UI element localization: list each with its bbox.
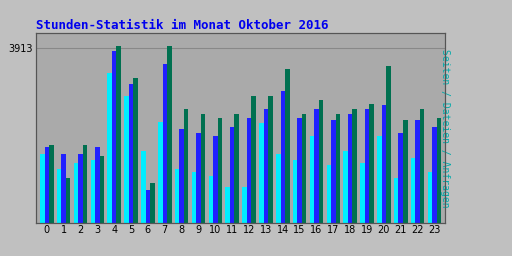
Bar xyxy=(259,123,264,223)
Bar xyxy=(225,187,230,223)
Bar xyxy=(251,97,256,223)
Bar xyxy=(381,105,386,223)
Bar xyxy=(112,51,117,223)
Bar xyxy=(213,136,218,223)
Bar xyxy=(336,114,340,223)
Bar xyxy=(369,104,374,223)
Bar xyxy=(150,183,155,223)
Bar xyxy=(297,118,302,223)
Bar xyxy=(230,127,234,223)
Bar xyxy=(141,151,145,223)
Bar xyxy=(377,136,381,223)
Bar xyxy=(365,109,369,223)
Bar xyxy=(78,154,83,223)
Bar xyxy=(281,91,285,223)
Bar xyxy=(66,178,71,223)
Bar xyxy=(95,147,100,223)
Bar xyxy=(285,69,290,223)
Bar xyxy=(420,109,424,223)
Bar xyxy=(167,46,172,223)
Bar xyxy=(196,133,201,223)
Bar xyxy=(184,109,188,223)
Bar xyxy=(348,114,352,223)
Bar xyxy=(208,176,213,223)
Bar xyxy=(314,109,319,223)
Bar xyxy=(201,114,205,223)
Bar xyxy=(247,118,251,223)
Bar xyxy=(49,145,54,223)
Bar xyxy=(133,78,138,223)
Bar xyxy=(360,163,365,223)
Bar xyxy=(179,129,184,223)
Bar xyxy=(74,163,78,223)
Bar xyxy=(264,109,268,223)
Bar xyxy=(40,154,45,223)
Bar xyxy=(302,114,307,223)
Bar xyxy=(398,133,403,223)
Bar xyxy=(428,172,432,223)
Bar xyxy=(293,159,297,223)
Bar xyxy=(331,120,336,223)
Bar xyxy=(234,114,239,223)
Bar xyxy=(276,154,281,223)
Bar xyxy=(191,172,196,223)
Bar xyxy=(91,159,95,223)
Bar xyxy=(437,118,441,223)
Bar xyxy=(100,156,104,223)
Bar xyxy=(310,136,314,223)
Bar xyxy=(158,122,162,223)
Bar xyxy=(83,145,88,223)
Bar xyxy=(108,73,112,223)
Bar xyxy=(268,97,273,223)
Bar xyxy=(411,158,415,223)
Bar xyxy=(57,169,61,223)
Text: Stunden-Statistik im Monat Oktober 2016: Stunden-Statistik im Monat Oktober 2016 xyxy=(36,19,328,32)
Bar xyxy=(162,64,167,223)
Y-axis label: Seiten / Dateien / Anfragen: Seiten / Dateien / Anfragen xyxy=(440,49,450,207)
Bar xyxy=(45,147,49,223)
Bar xyxy=(415,120,420,223)
Bar xyxy=(327,165,331,223)
Bar xyxy=(344,151,348,223)
Bar xyxy=(124,97,129,223)
Bar xyxy=(319,100,323,223)
Bar xyxy=(394,178,398,223)
Bar xyxy=(242,187,247,223)
Bar xyxy=(403,120,408,223)
Bar xyxy=(129,84,133,223)
Bar xyxy=(175,169,179,223)
Bar xyxy=(432,127,437,223)
Bar xyxy=(352,109,357,223)
Bar xyxy=(61,154,66,223)
Bar xyxy=(218,118,222,223)
Bar xyxy=(386,66,391,223)
Bar xyxy=(145,190,150,223)
Bar xyxy=(117,46,121,223)
